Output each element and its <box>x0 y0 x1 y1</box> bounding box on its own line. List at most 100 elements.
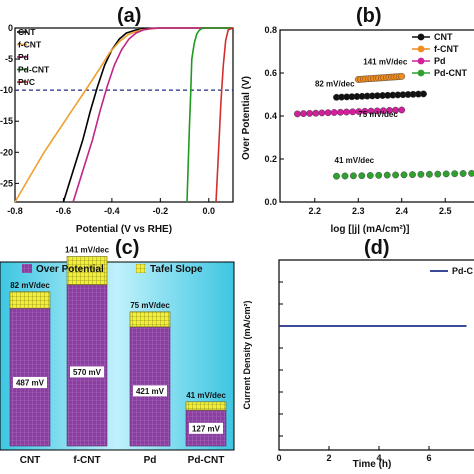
panel-c-overpotential-label: 487 mV <box>16 378 45 387</box>
panel-b-point-f-cnt <box>398 73 406 80</box>
panel-a-xtick-label: 0.0 <box>203 206 216 216</box>
panel-b-point-pd-cnt <box>383 171 391 179</box>
panel-b-point-pd-cnt <box>468 170 474 177</box>
panel-b-slope-label: 41 mV/dec <box>335 156 375 165</box>
panel-c-tafel-label: 141 mV/dec <box>65 245 110 254</box>
panel-a-legend-entry: f-CNT <box>18 40 42 50</box>
panel-a-ytick-label: -20 <box>0 147 13 157</box>
panel-c-value-box <box>70 366 104 378</box>
panel-c-category-label: Pd-CNT <box>188 455 225 466</box>
panel-a-xtick-label: -0.4 <box>104 206 120 216</box>
panel-b-point-pd-cnt <box>366 172 374 179</box>
panel-d-xtick-label: 6 <box>426 453 431 463</box>
panel-label-b: (b) <box>356 5 382 27</box>
panel-b-point-pd-cnt <box>392 171 399 179</box>
panel-c-legend-entry: Tafel Slope <box>150 264 203 275</box>
panel-b-legend-entry: Pd <box>434 56 446 66</box>
panel-c-bar-tafel <box>185 401 227 411</box>
panel-b-point-pd-cnt <box>451 170 459 178</box>
panel-b-ytick-label: 0.2 <box>264 154 277 164</box>
panel-b-legend-marker <box>417 69 425 77</box>
panel-a-legend-entry: Pd <box>18 52 29 62</box>
panel-a-line-cnt <box>62 27 233 203</box>
panel-d-xtick-label: 0 <box>276 453 281 463</box>
panel-b-point-pd-cnt <box>434 170 442 178</box>
panel-b-point-pd-cnt <box>442 170 450 178</box>
panel-a-line-pt-c <box>215 27 234 203</box>
panel-b-point-pd-cnt <box>400 171 408 179</box>
panel-d-ylabel: Current Density (mA/cm²) <box>242 300 252 409</box>
panel-b-ylabel: Over Potential (V) <box>241 76 252 160</box>
panel-b-slope-label: 82 mV/dec <box>315 79 355 88</box>
panel-a-legend-entry: Pt/C <box>18 77 35 87</box>
panel-b-point-pd <box>336 108 344 116</box>
panel-a-ytick-label: -10 <box>0 85 13 95</box>
panel-b-slope-label: 141 mV/dec <box>363 57 408 66</box>
panel-b-point-pd <box>306 110 314 117</box>
panel-b-point-pd <box>324 109 332 117</box>
panel-a-legend-entry: Pd-CNT <box>18 65 50 75</box>
panel-a-xtick-label: -0.8 <box>7 206 23 216</box>
panel-b-point-pd-cnt <box>375 171 383 179</box>
panel-a-legend-entry: CNT <box>18 27 36 37</box>
panel-a-xtick-label: -0.6 <box>56 206 72 216</box>
panel-label-d: (d) <box>364 237 390 259</box>
panel-d-xtick-label: 4 <box>376 453 381 463</box>
panel-a-ytick-label: 0 <box>8 23 13 33</box>
panel-b-ytick-label: 0.8 <box>264 25 277 35</box>
panel-c-legend-swatch <box>136 264 146 273</box>
panel-a-line-pd <box>72 27 233 203</box>
panel-c-category-label: f-CNT <box>73 455 100 466</box>
panel-b-ytick-label: 0.6 <box>264 68 277 78</box>
panel-c-bar-overpotential <box>66 284 108 447</box>
panel-label-c: (c) <box>115 237 139 259</box>
panel-b-xtick-label: 2.5 <box>439 206 452 216</box>
panel-b-xtick-label: 2.2 <box>309 206 322 216</box>
panel-b-legend-marker <box>417 57 425 65</box>
panel-c-overpotential-label: 570 mV <box>73 368 102 377</box>
panel-b: log [|j| (mA/cm²)] Over Potential (V) 2.… <box>241 25 474 235</box>
panel-b-point-pd <box>398 106 406 114</box>
panel-b-point-pd-cnt <box>417 170 425 178</box>
panel-b-xtick-label: 2.4 <box>395 206 408 216</box>
panel-c-tafel-label: 41 mV/dec <box>186 391 226 400</box>
panel-b-legend-entry: Pd-CNT <box>434 68 467 78</box>
panel-a-xlabel: Potential (V vs RHE) <box>76 224 172 235</box>
panel-d-frame <box>278 259 474 451</box>
panel-c-bar-tafel <box>66 256 108 285</box>
panel-b-point-pd-cnt <box>349 172 357 180</box>
panel-c-tafel-label: 82 mV/dec <box>10 281 50 290</box>
panel-c-category-label: Pd <box>144 455 157 466</box>
panel-c-category-label: CNT <box>20 455 41 466</box>
panel-c-overpotential-label: 421 mV <box>136 387 165 396</box>
panel-a-xtick-label: -0.2 <box>153 206 169 216</box>
panel-b-point-pd-cnt <box>425 170 433 178</box>
panel-c: 487 mV 82 mV/dec CNT 570 mV 141 mV/dec f-CNT 4… <box>0 245 235 466</box>
panel-b-point-pd <box>312 109 320 117</box>
panel-b-point-pd-cnt <box>341 172 349 180</box>
panel-d-legend-entry: Pd-C <box>452 266 473 276</box>
panel-a-line-pd-cnt <box>186 27 233 203</box>
panel-b-point-pd-cnt <box>409 171 416 179</box>
panel-d-xtick-label: 2 <box>326 453 331 463</box>
panel-b-legend-marker <box>417 45 425 53</box>
panel-b-point-pd <box>300 110 307 118</box>
panel-c-bar-tafel <box>129 311 171 328</box>
panel-b-xlabel: log [|j| (mA/cm²)] <box>331 224 410 235</box>
panel-c-legend-swatch <box>22 264 32 273</box>
panel-a-ytick-label: -25 <box>0 178 13 188</box>
panel-b-point-pd <box>349 108 356 116</box>
panel-a-ytick-label: -15 <box>0 116 13 126</box>
panel-b-slope-label: 75 mV/dec <box>358 110 398 119</box>
panel-b-legend-marker <box>417 33 425 41</box>
panel-b-legend-entry: CNT <box>434 32 453 42</box>
panel-b-point-pd <box>293 110 301 118</box>
panel-label-a: (a) <box>117 5 141 27</box>
panel-c-bar-tafel <box>9 291 51 309</box>
panel-b-xtick-label: 2.3 <box>352 206 365 216</box>
panel-a-ytick-label: -5 <box>5 54 13 64</box>
panel-b-point-pd <box>318 109 326 117</box>
panel-b-point-pd-cnt <box>333 172 340 180</box>
panel-d: Time (h) Current Density (mA/cm²) 0 2 4 6 Pd… <box>242 259 474 470</box>
